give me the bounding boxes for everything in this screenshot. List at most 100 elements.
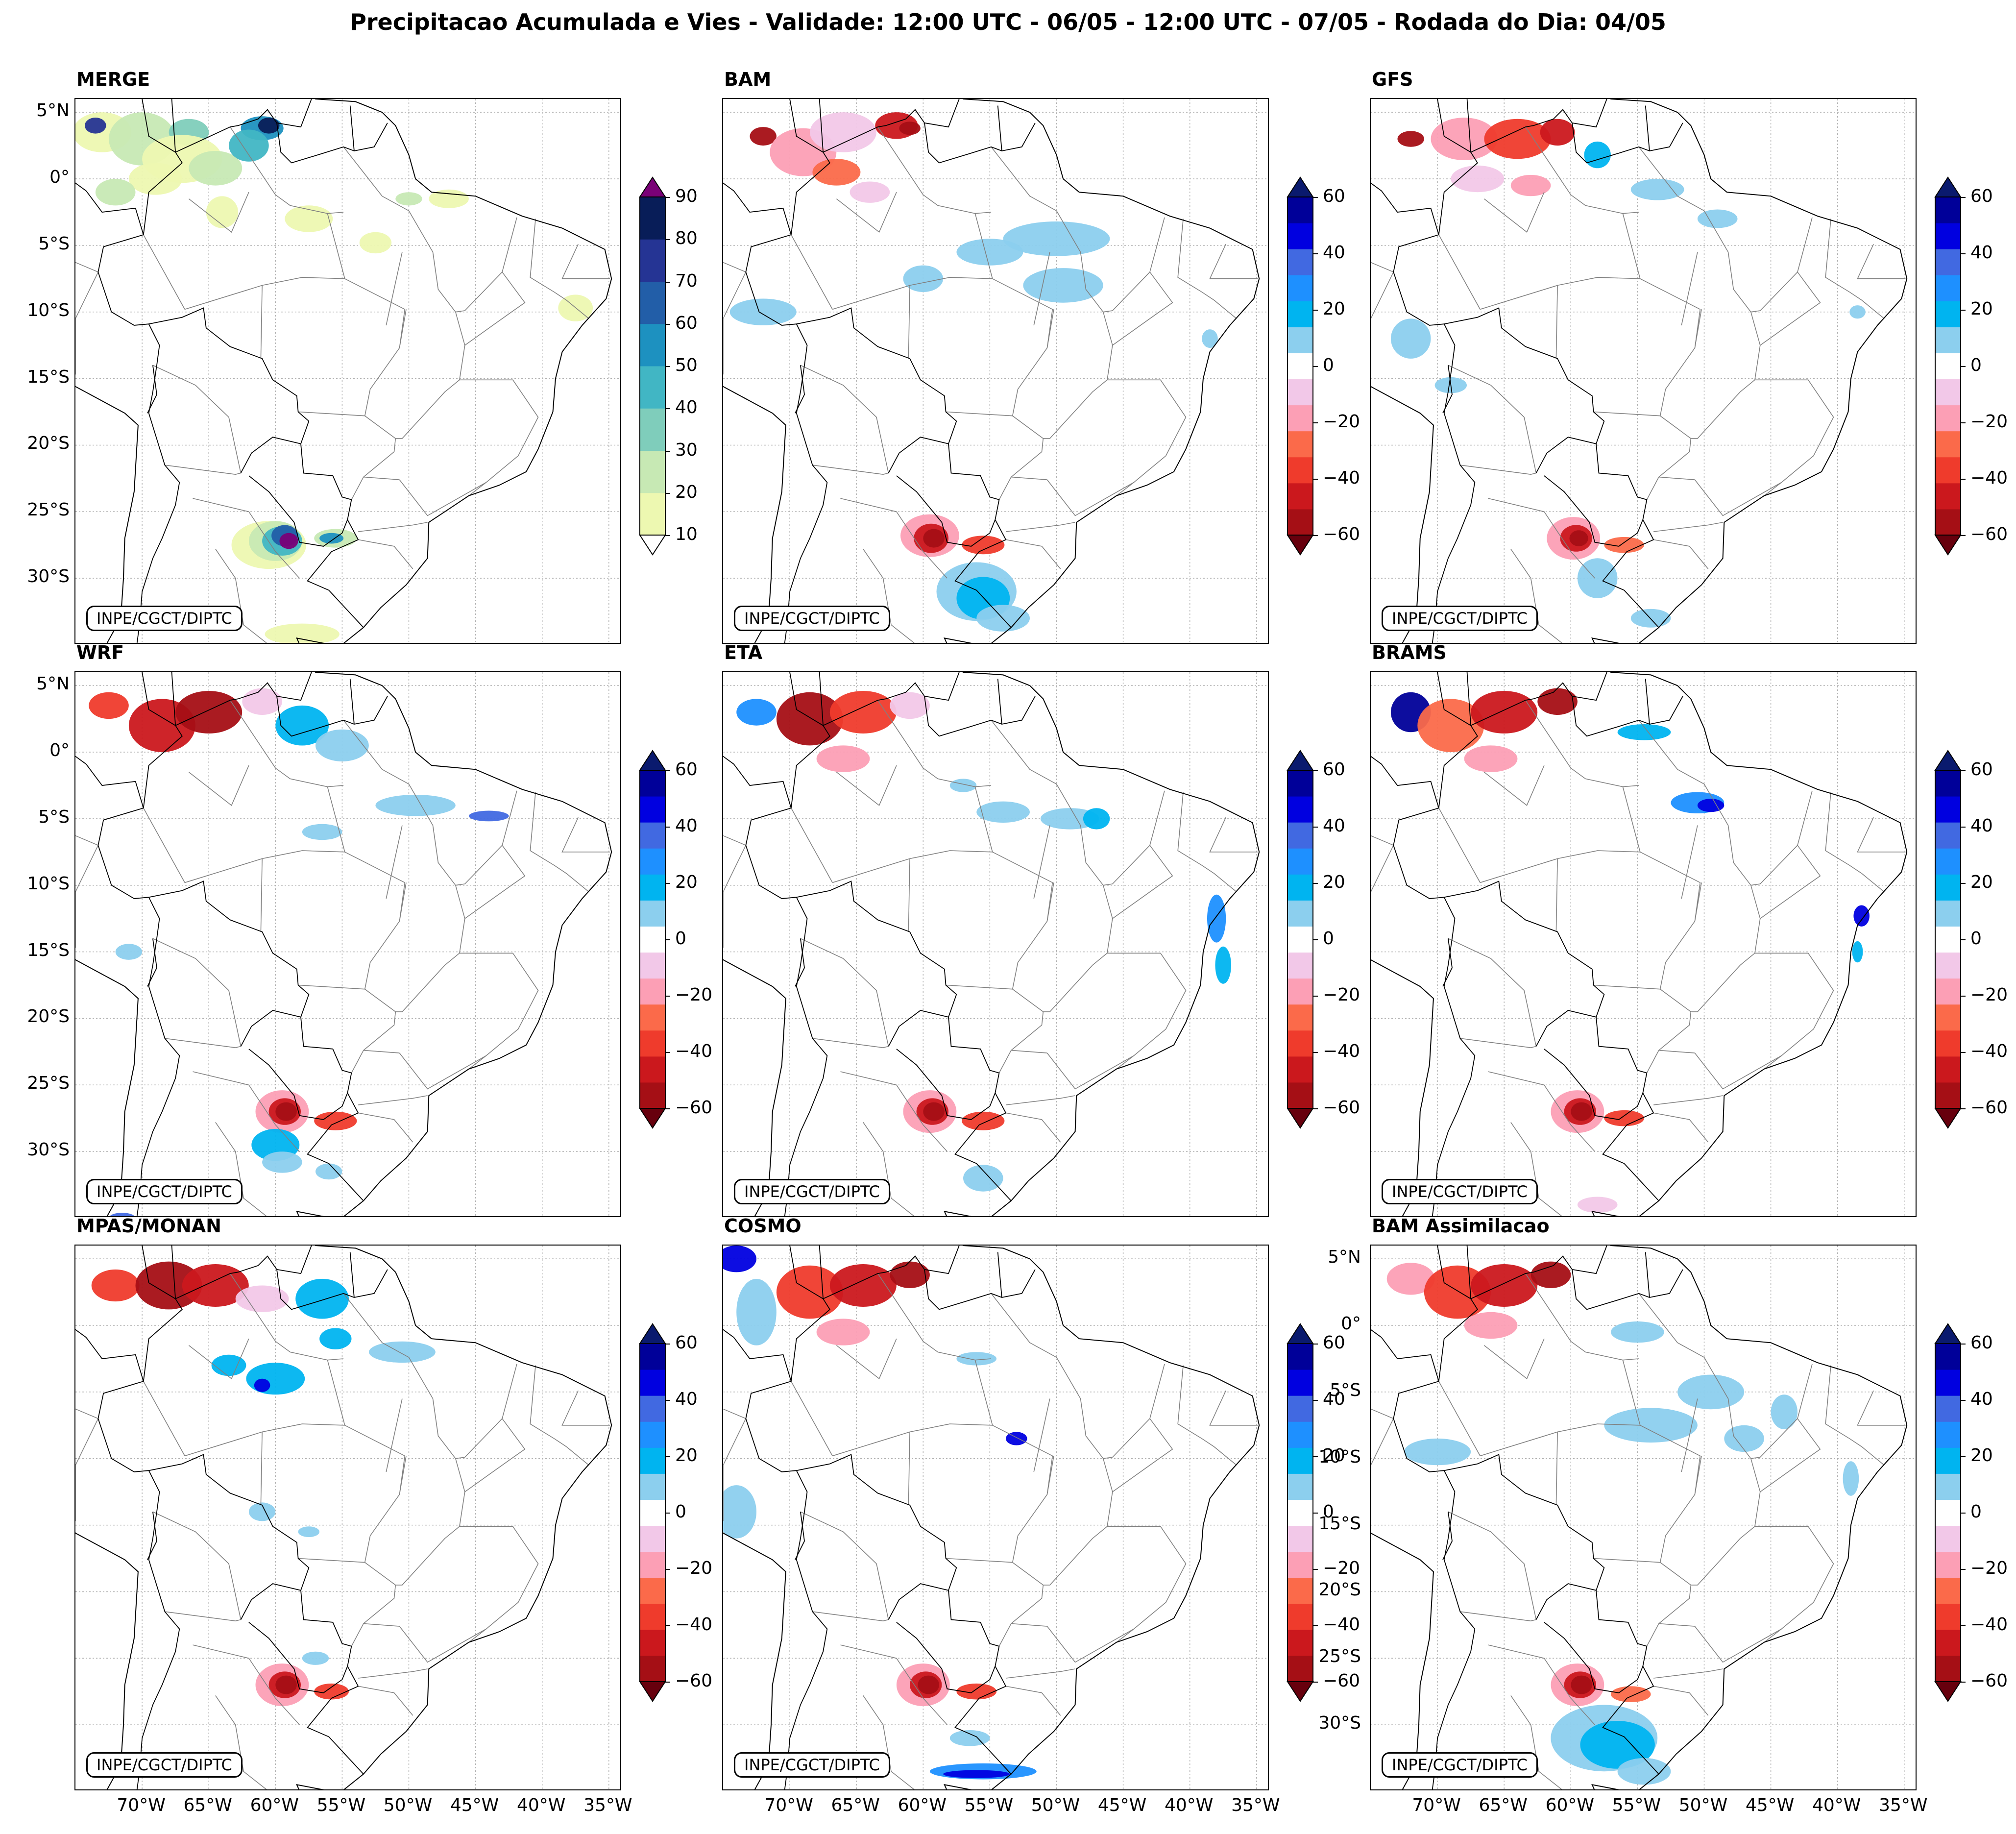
- field-contour: [275, 1102, 297, 1121]
- state-border: [812, 1611, 889, 1622]
- lat-tick-label: 30°S: [27, 1140, 70, 1160]
- colorbar-tick-label: 20: [675, 872, 698, 892]
- state-border: [1555, 858, 1558, 932]
- lon-tick-label: 45°W: [1745, 1795, 1795, 1815]
- field-contour: [736, 1279, 777, 1345]
- colorbar-swatches: [639, 750, 666, 1129]
- state-border: [260, 285, 263, 359]
- state-border: [1480, 850, 1640, 883]
- state-border: [143, 1381, 185, 1456]
- colorbar-swatches: [1934, 750, 1962, 1129]
- colorbar-swatch: [1287, 770, 1313, 797]
- field-contour: [1584, 141, 1611, 169]
- lat-tick-label: 5°S: [38, 807, 70, 827]
- colorbar-tick-label: 30: [675, 440, 698, 460]
- lat-tick-label: 10°S: [27, 300, 70, 320]
- state-border: [1483, 1338, 1545, 1379]
- colorbar-swatch: [1287, 1473, 1313, 1500]
- colorbar-swatches: [1287, 750, 1314, 1129]
- lat-tick-label: 20°S: [27, 1006, 70, 1027]
- colorbar-swatch: [1935, 1421, 1961, 1448]
- country-border: [276, 1246, 312, 1274]
- state-border: [1460, 465, 1536, 475]
- colorbar-tick-mark: [665, 450, 670, 452]
- colorbar-swatch: [1287, 900, 1313, 927]
- field-contour: [469, 810, 509, 822]
- colorbar-tick-label: −20: [1970, 1558, 2008, 1578]
- colorbar-swatch: [1287, 1004, 1313, 1031]
- state-border: [1488, 1071, 1595, 1152]
- state-border: [1750, 1364, 1813, 1459]
- colorbar-tick-mark: [665, 1456, 670, 1457]
- country-border: [1442, 1512, 1453, 1560]
- lon-tick-label: 60°W: [250, 1795, 299, 1815]
- state-border: [143, 807, 185, 883]
- state-border: [1754, 1418, 1821, 1527]
- colorbar-tick-label: −40: [1970, 468, 2008, 488]
- state-border: [1593, 1558, 1692, 1647]
- map-frame: INPE/CGCT/DIPTC: [1370, 98, 1917, 644]
- colorbar-tick-mark: [665, 323, 670, 325]
- state-border: [1107, 379, 1187, 496]
- colorbar-tick-mark: [665, 1569, 670, 1570]
- colorbar-swatch: [1935, 1473, 1961, 1500]
- lon-tick-label: 40°W: [1812, 1795, 1861, 1815]
- state-border: [152, 938, 242, 1047]
- country-border: [745, 672, 830, 1216]
- colorbar: 60 40 20 0 −20 −40 −60: [639, 1323, 712, 1702]
- colorbar-tick-mark: [1313, 1569, 1318, 1570]
- state-border: [364, 882, 407, 989]
- colorbar-swatch: [1287, 1447, 1313, 1474]
- state-border: [791, 1381, 833, 1456]
- state-border: [1653, 1668, 1723, 1679]
- field-contour: [248, 1502, 276, 1521]
- field-contour: [1215, 946, 1231, 984]
- field-contour: [829, 1264, 897, 1307]
- state-border: [1209, 1390, 1258, 1426]
- country-border: [240, 1583, 301, 1620]
- credit-label: INPE/CGCT/DIPTC: [734, 1179, 890, 1204]
- colorbar-swatch: [640, 1473, 665, 1500]
- lat-tick-label: 0°: [1341, 1314, 1361, 1334]
- colorbar-swatch: [1287, 223, 1313, 249]
- field-contour: [1003, 221, 1110, 256]
- credit-label: INPE/CGCT/DIPTC: [1382, 1752, 1538, 1778]
- colorbar-swatch: [640, 952, 665, 979]
- state-border: [1103, 1364, 1165, 1459]
- field-contour: [359, 232, 392, 254]
- coastline: [723, 99, 1260, 643]
- field-contour: [298, 1526, 320, 1538]
- state-border: [1555, 1432, 1558, 1505]
- country-border: [1466, 1246, 1471, 1299]
- state-border: [1011, 476, 1047, 480]
- colorbar-swatch: [640, 1551, 665, 1578]
- colorbar-swatch: [1935, 1030, 1961, 1057]
- colorbar-tick-mark: [665, 1513, 670, 1514]
- lon-tick-label: 65°W: [831, 1795, 880, 1815]
- state-border: [1857, 817, 1906, 853]
- state-border: [459, 271, 526, 380]
- state-border: [399, 479, 486, 516]
- colorbar-tick-label: 20: [1323, 872, 1345, 892]
- colorbar-tick-mark: [1961, 253, 1966, 254]
- colorbar-swatch: [1935, 1395, 1961, 1422]
- state-border: [1103, 790, 1165, 886]
- colorbar-swatch: [1287, 301, 1313, 327]
- field-contour: [736, 699, 777, 726]
- colorbar-tick-label: −20: [1323, 1558, 1360, 1578]
- state-border: [530, 792, 567, 874]
- colorbar-tick-label: 60: [1323, 186, 1345, 206]
- colorbar-tick-mark: [1961, 479, 1966, 480]
- state-border: [230, 700, 344, 787]
- colorbar-over-arrow: [1287, 750, 1314, 771]
- field-contour: [949, 779, 977, 792]
- colorbar-over-arrow: [1934, 176, 1962, 197]
- lat-tick-label: 25°S: [27, 1073, 70, 1094]
- state-border: [974, 1360, 1053, 1495]
- field-contour: [963, 1165, 1003, 1192]
- colorbar-swatch: [1287, 1499, 1313, 1526]
- colorbar-swatches: [639, 176, 666, 556]
- colorbar-tick-label: 40: [1970, 1389, 1993, 1409]
- colorbar-swatch: [1935, 197, 1961, 223]
